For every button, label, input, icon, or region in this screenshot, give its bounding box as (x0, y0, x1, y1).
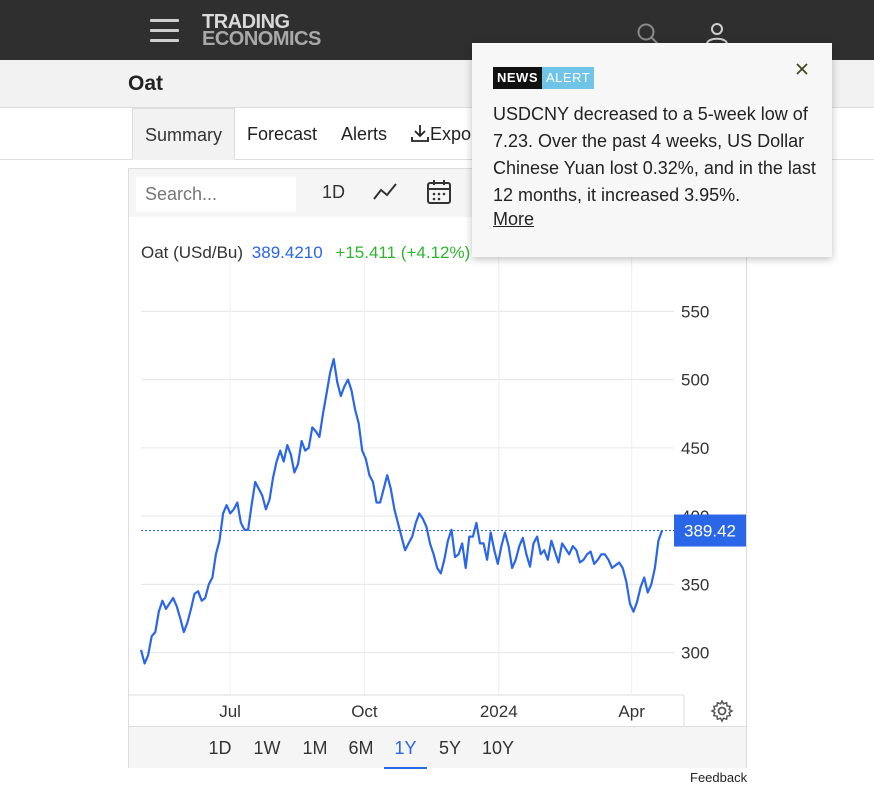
badge-news: NEWS (493, 67, 542, 89)
page-title: Oat (128, 72, 164, 95)
range-1w-button[interactable]: 1W (253, 738, 281, 758)
line-chart-icon[interactable] (372, 181, 398, 203)
chart-search-input[interactable] (136, 177, 296, 212)
y-tick-label: 300 (681, 644, 709, 663)
range-1d-button[interactable]: 1D (208, 738, 232, 758)
range-6m-button[interactable]: 6M (348, 738, 374, 758)
x-tick-label: Apr (618, 702, 645, 721)
range-selector: 1D 1W 1M 6M 1Y 5Y 10Y (129, 726, 746, 769)
range-1m-button[interactable]: 1M (302, 738, 328, 758)
x-tick-label: Oct (351, 702, 378, 721)
y-tick-label: 450 (681, 439, 709, 458)
download-icon (411, 125, 429, 142)
news-more-link[interactable]: More (493, 209, 535, 229)
chart-container: 1D Oat (USd/Bu) 389.4210 +15.411 (+4.12%… (128, 168, 747, 769)
y-tick-label: 500 (681, 371, 709, 390)
range-1y-button[interactable]: 1Y (384, 727, 427, 769)
search-icon[interactable] (636, 22, 660, 46)
news-alert-popup: NEWS ALERT USDCNY decreased to a 5-week … (472, 43, 832, 257)
badge-alert: ALERT (542, 67, 595, 89)
legend-series-name: Oat (USd/Bu) (141, 243, 244, 262)
tab-bar: Summary Forecast Alerts Expo (0, 108, 874, 160)
tab-summary[interactable]: Summary (132, 108, 236, 160)
close-icon[interactable] (794, 61, 810, 77)
last-value-box (674, 514, 746, 547)
feedback-link[interactable]: Feedback (690, 770, 748, 785)
last-value-label: 389.42 (684, 522, 736, 541)
site-logo[interactable]: TRADING ECONOMICS (202, 11, 321, 50)
interval-selector[interactable]: 1D (322, 182, 346, 202)
gear-icon[interactable] (710, 699, 734, 723)
range-10y-button[interactable]: 10Y (481, 738, 515, 758)
range-5y-button[interactable]: 5Y (438, 738, 462, 758)
logo-line-2: ECONOMICS (202, 28, 321, 50)
tab-export[interactable]: Expo (410, 108, 471, 160)
tab-forecast[interactable]: Forecast (247, 124, 318, 144)
top-navigation-bar: TRADING ECONOMICS (0, 0, 874, 60)
news-alert-badge: NEWS ALERT (493, 67, 595, 89)
y-tick-label: 550 (681, 302, 709, 321)
price-chart[interactable]: 300350400450500550JulOct2024Apr389.42 (129, 217, 746, 726)
x-tick-label: Jul (219, 702, 241, 721)
calendar-icon[interactable] (426, 179, 452, 205)
tab-alerts[interactable]: Alerts (341, 124, 388, 144)
logo-line-1: TRADING (202, 11, 290, 33)
y-tick-label: 350 (681, 575, 709, 594)
user-icon[interactable] (704, 20, 730, 46)
price-series-line (139, 358, 664, 665)
x-tick-label: 2024 (480, 702, 518, 721)
legend-price: 389.4210 (251, 243, 323, 262)
hamburger-icon[interactable] (150, 19, 179, 43)
legend-change: +15.411 (+4.12%) (335, 243, 471, 262)
tab-export-label: Expo (430, 124, 472, 144)
news-alert-text: USDCNY decreased to a 5-week low of 7.23… (493, 104, 816, 205)
chart-legend: Oat (USd/Bu) 389.4210 +15.411 (+4.12%) (141, 243, 470, 263)
